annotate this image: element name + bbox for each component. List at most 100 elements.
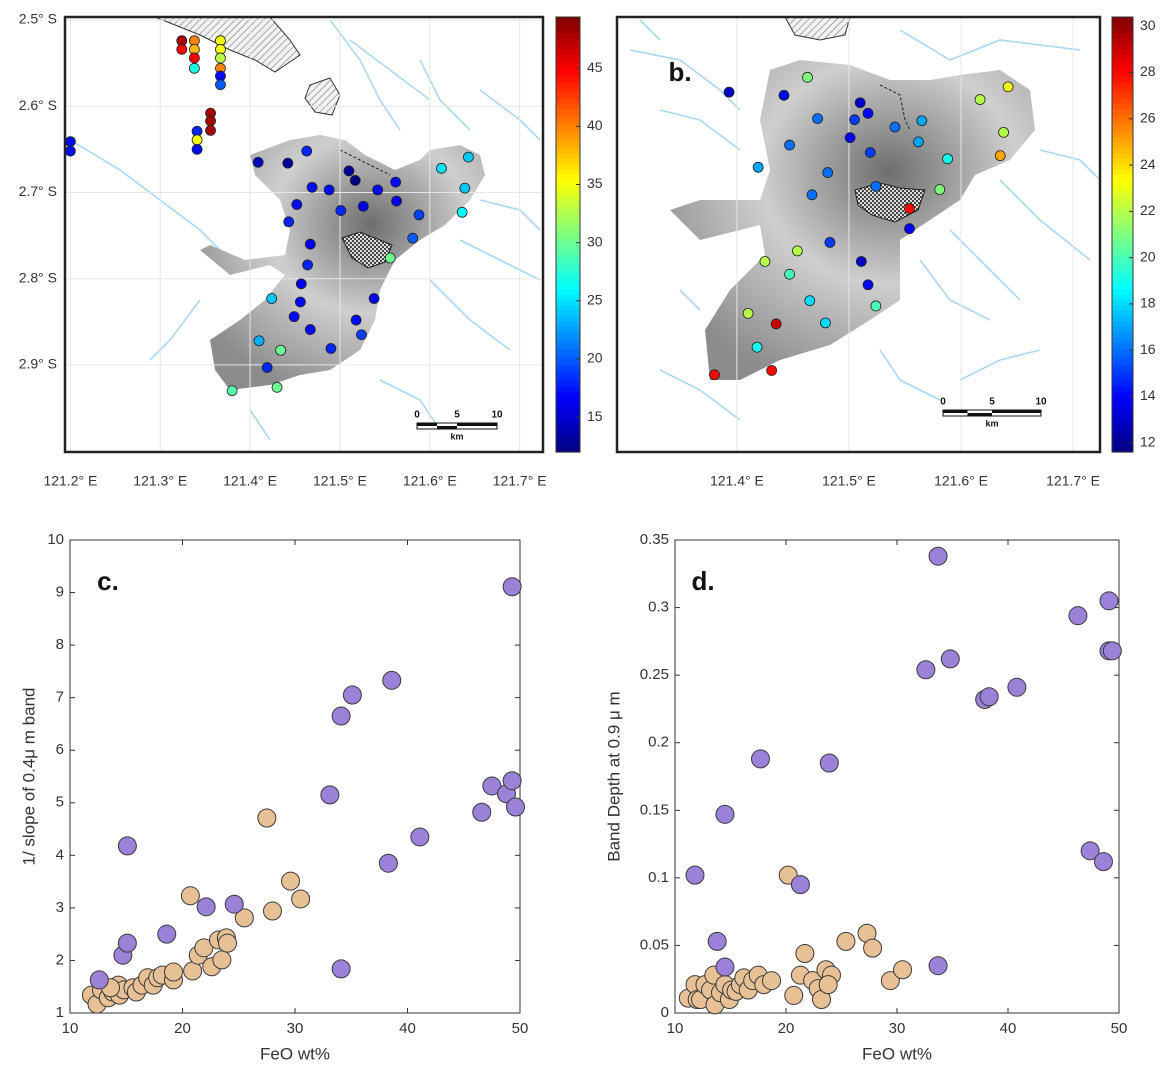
y-tick-label: 0.35: [640, 531, 669, 548]
colorbar-tick-label: 40: [587, 117, 603, 133]
scale-bar-fill: [417, 423, 437, 426]
colorbar-segment: [556, 218, 580, 224]
colorbar-segment: [1112, 311, 1133, 317]
sample-point: [385, 253, 395, 263]
sample-point: [392, 196, 402, 206]
colorbar-segment: [1112, 180, 1133, 186]
colorbar-segment: [1112, 22, 1133, 28]
sample-point: [189, 63, 199, 73]
scatter-point: [158, 925, 176, 943]
scatter-point: [763, 972, 781, 990]
colorbar-segment: [1112, 61, 1133, 67]
colorbar-segment: [1112, 387, 1133, 393]
colorbar-tick-label: 20: [1140, 248, 1156, 264]
sample-point: [999, 127, 1009, 137]
scatter-point: [917, 661, 935, 679]
colorbar-segment: [1112, 224, 1133, 230]
colorbar-segment: [556, 131, 580, 137]
scatter-point: [383, 671, 401, 689]
sample-point: [414, 210, 424, 220]
sample-point: [825, 237, 835, 247]
x-tick-label: 30: [889, 1020, 906, 1037]
colorbar-segment: [556, 158, 580, 164]
scatter-point: [282, 872, 300, 890]
sample-point: [283, 158, 293, 168]
colorbar-segment: [556, 115, 580, 121]
colorbar-segment: [556, 376, 580, 382]
sample-point: [336, 206, 346, 216]
x-tick-label: 50: [512, 1020, 529, 1037]
colorbar-segment: [556, 327, 580, 333]
sample-point: [820, 318, 830, 328]
colorbar-segment: [1112, 99, 1133, 105]
scatter-point: [165, 963, 183, 981]
colorbar-segment: [1112, 278, 1133, 284]
colorbar-segment: [1112, 158, 1133, 164]
y-tick-label: 2.7° S: [19, 183, 57, 199]
sample-point: [262, 363, 272, 373]
colorbar-segment: [556, 153, 580, 159]
x-tick-label: 10: [667, 1020, 684, 1037]
plot-area: [675, 540, 1119, 1013]
sample-point: [192, 135, 202, 145]
colorbar-tick-label: 18: [1140, 295, 1156, 311]
scatter-point: [1069, 607, 1087, 625]
colorbar-segment: [556, 186, 580, 192]
sample-point: [215, 53, 225, 63]
sample-point: [865, 147, 875, 157]
y-tick-label: 8: [56, 636, 64, 653]
colorbar-segment: [1112, 349, 1133, 355]
colorbar-segment: [1112, 191, 1133, 197]
sample-point: [752, 342, 762, 352]
scatter-point: [1103, 642, 1121, 660]
sample-point: [890, 122, 900, 132]
colorbar-segment: [1112, 218, 1133, 224]
colorbar-segment: [1112, 327, 1133, 333]
colorbar-segment: [1112, 436, 1133, 442]
sample-point: [373, 185, 383, 195]
colorbar-segment: [1112, 376, 1133, 382]
sample-point: [351, 315, 361, 325]
scatter-point: [225, 895, 243, 913]
sample-point: [215, 80, 225, 90]
y-tick-label: 4: [56, 846, 64, 863]
y-tick-label: 1: [56, 1004, 64, 1021]
scatter-point: [213, 951, 231, 969]
colorbar-segment: [556, 175, 580, 181]
y-tick-label: 2.9° S: [19, 356, 57, 372]
colorbar-tick-label: 25: [587, 291, 603, 307]
scale-bar-fill: [457, 423, 497, 426]
x-tick-label: 121.4° E: [710, 473, 764, 489]
colorbar-segment: [556, 403, 580, 409]
colorbar-segment: [1112, 316, 1133, 322]
colorbar-segment: [556, 137, 580, 143]
colorbar-segment: [1112, 17, 1133, 23]
colorbar-tick-label: 24: [1140, 156, 1156, 172]
scatter-point: [751, 750, 769, 768]
colorbar-segment: [556, 191, 580, 197]
colorbar-segment: [1112, 229, 1133, 235]
colorbar-segment: [556, 39, 580, 45]
scale-bar-unit: km: [985, 418, 998, 428]
colorbar-segment: [1112, 332, 1133, 338]
sample-point: [296, 279, 306, 289]
x-tick-label: 121.3° E: [133, 473, 187, 489]
colorbar-segment: [1112, 39, 1133, 45]
colorbar-segment: [556, 251, 580, 257]
x-tick-label: 121.5° E: [313, 473, 367, 489]
y-tick-label: 9: [56, 584, 64, 601]
colorbar-segment: [1112, 142, 1133, 148]
y-axis-label: 1/ slope of 0.4μ m band: [19, 687, 38, 865]
colorbar-segment: [1112, 360, 1133, 366]
colorbar-segment: [556, 235, 580, 241]
scatter-point: [1008, 678, 1026, 696]
colorbar-segment: [1112, 398, 1133, 404]
scatter-point: [503, 578, 521, 596]
colorbar-segment: [556, 267, 580, 273]
colorbar-segment: [556, 77, 580, 83]
sample-point: [805, 296, 815, 306]
colorbar-segment: [1112, 354, 1133, 360]
scatter-point: [343, 686, 361, 704]
colorbar-segment: [1112, 251, 1133, 257]
colorbar-segment: [1112, 322, 1133, 328]
